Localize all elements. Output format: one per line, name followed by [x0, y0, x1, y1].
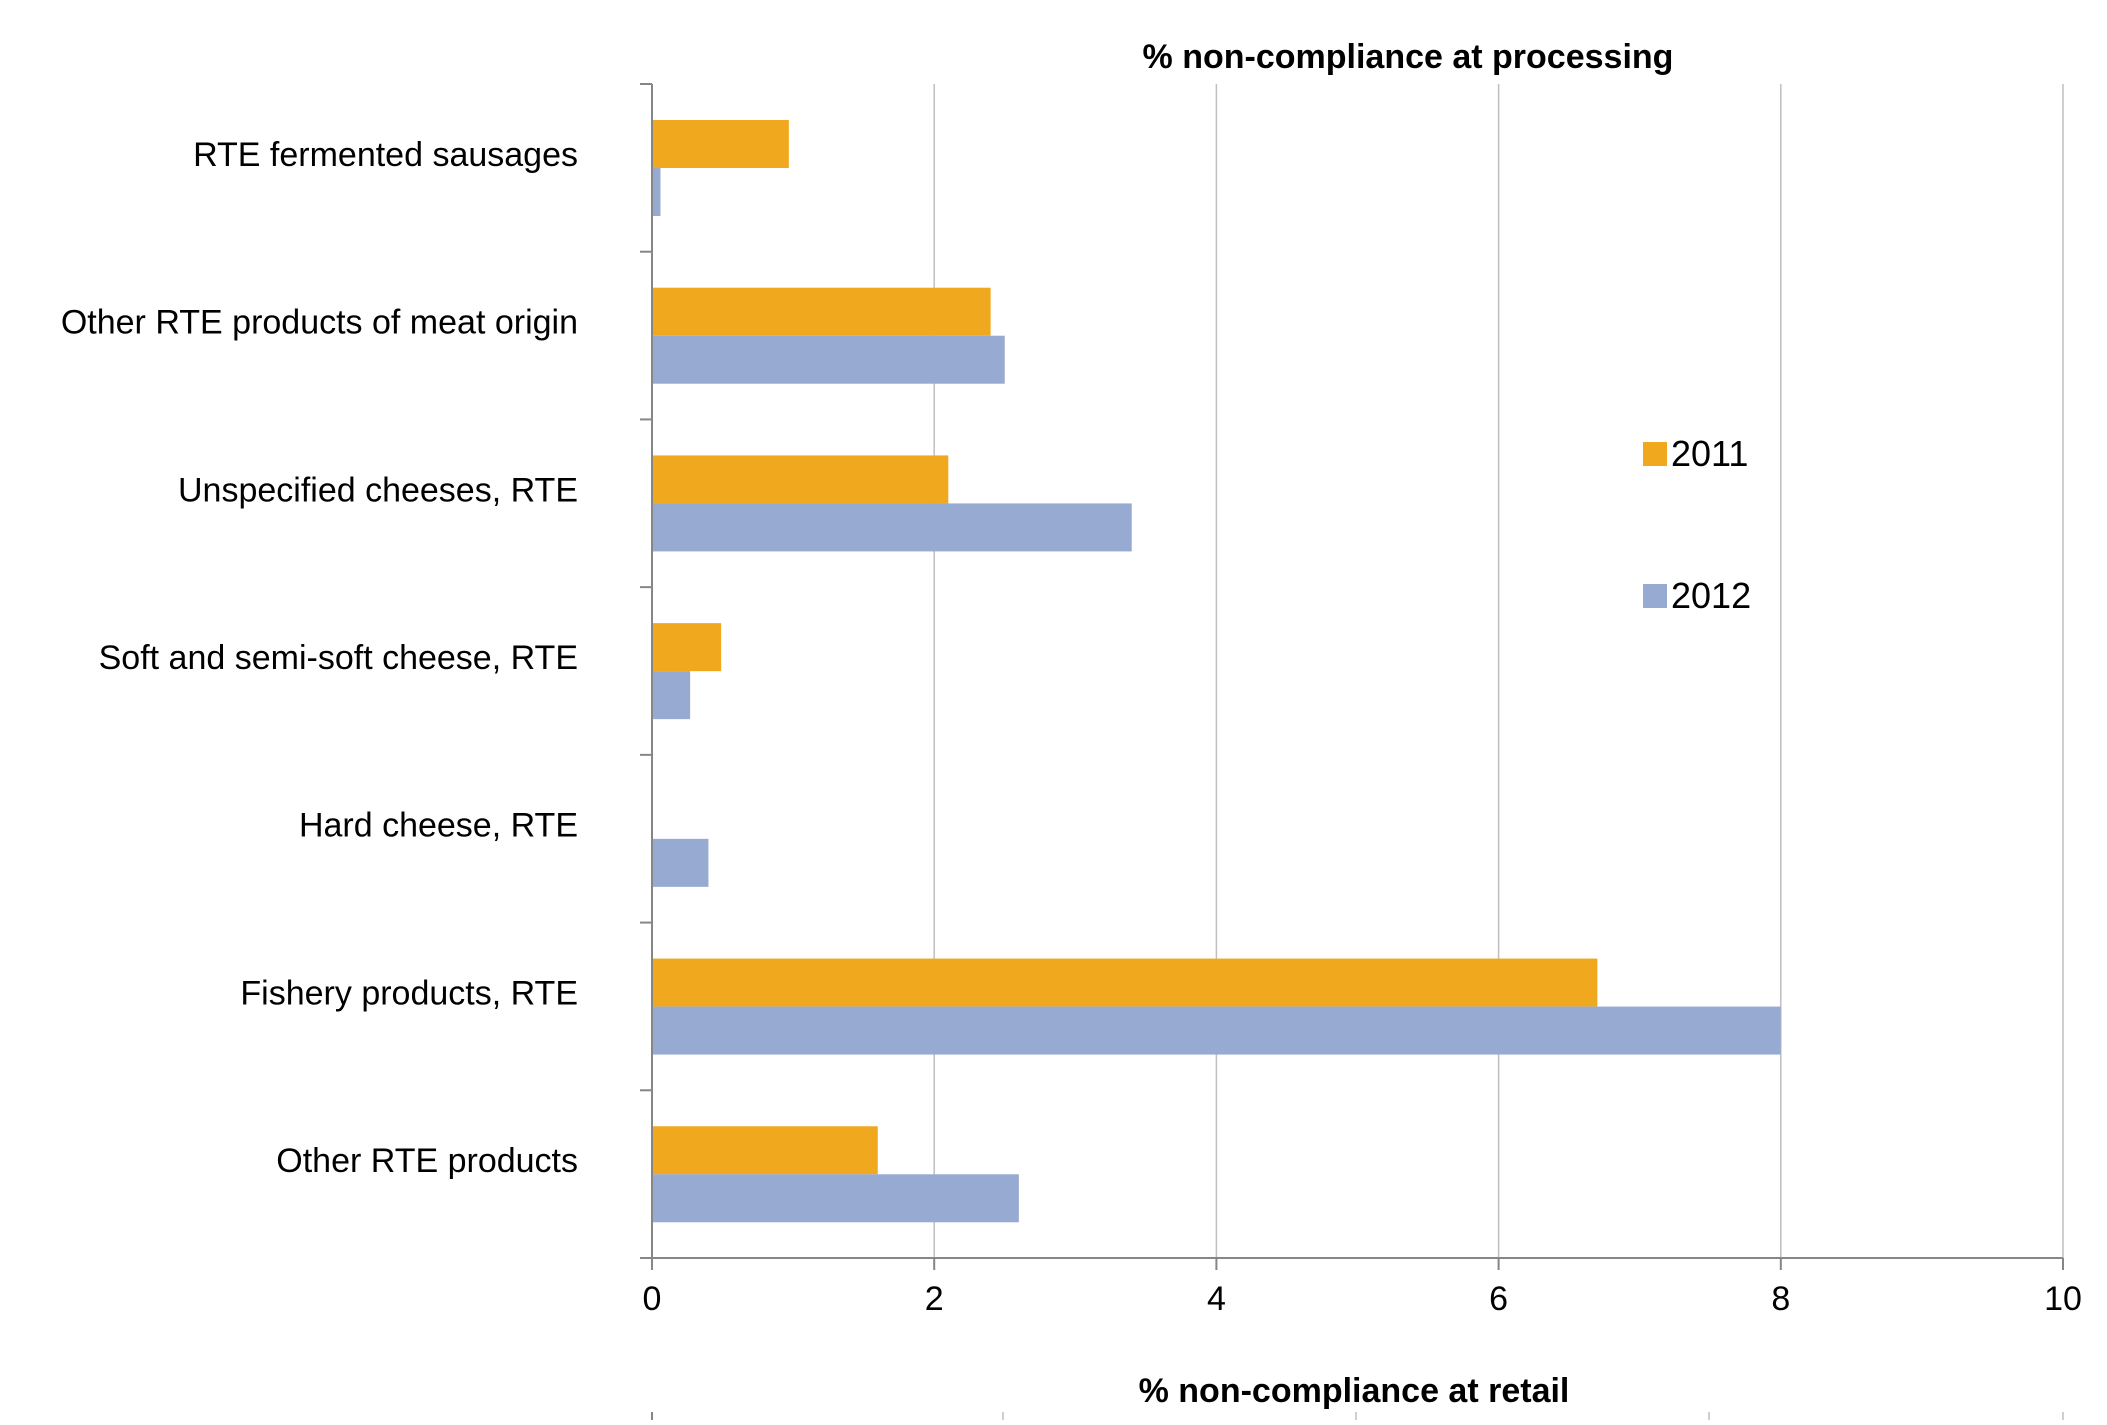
category-label: Unspecified cheeses, RTE [178, 471, 578, 509]
bars-layer [652, 120, 1781, 1223]
category-label: RTE fermented sausages [193, 136, 578, 174]
bar-2012 [652, 335, 1005, 384]
x-tick-label: 8 [1771, 1280, 1790, 1318]
category-label: Soft and semi-soft cheese, RTE [99, 639, 578, 677]
legend-label-2012: 2012 [1671, 575, 1751, 616]
category-label: Other RTE products [276, 1142, 578, 1180]
category-label: Other RTE products of meat origin [61, 304, 578, 342]
bar-2011 [652, 287, 991, 336]
bar-2012 [652, 671, 691, 720]
legend-swatch-2011 [1643, 442, 1667, 466]
axes-layer [640, 83, 2064, 1270]
x-tick-label: 6 [1489, 1280, 1508, 1318]
bar-2011 [652, 958, 1598, 1007]
bar-2011 [652, 1126, 878, 1175]
x-tick-label: 10 [2044, 1280, 2082, 1318]
bar-2012 [652, 1174, 1019, 1223]
bar-2012 [652, 503, 1132, 552]
category-label: Hard cheese, RTE [299, 807, 578, 845]
chart-title-processing: % non-compliance at processing [1143, 38, 1674, 76]
bar-2012 [652, 1006, 1781, 1055]
legend-label-2011: 2011 [1671, 433, 1748, 474]
bar-2012 [652, 838, 709, 887]
bar-2012 [652, 168, 661, 216]
bar-2011 [652, 120, 789, 168]
x-tick-label: 2 [925, 1280, 944, 1318]
x-tick-label: 0 [643, 1280, 662, 1318]
bar-2011 [652, 623, 722, 672]
x-tick-label: 4 [1207, 1280, 1226, 1318]
bar-2011 [652, 455, 949, 504]
category-label: Fishery products, RTE [240, 974, 578, 1012]
legend-swatch-2012 [1643, 584, 1667, 608]
chart-title-retail: % non-compliance at retail [1139, 1372, 1570, 1410]
legend: 2011 2012 [1643, 433, 1751, 616]
grid-layer [933, 84, 2064, 1258]
retail-chart-partial [651, 1412, 2064, 1420]
labels-layer: 0 2 4 6 8 10 RTE fermented sausages Other RTE p… [61, 136, 2082, 1318]
